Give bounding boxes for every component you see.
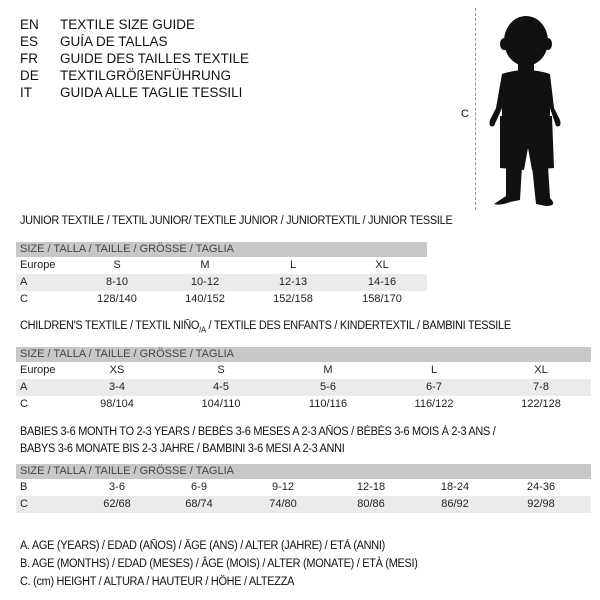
table-cell: L	[430, 364, 438, 376]
babies-section-title-line1: BABIES 3-6 MONTH TO 2-3 YEARS / BEBÉS 3-…	[20, 426, 496, 438]
table-cell: 128/140	[97, 293, 137, 305]
table-cell: 5-6	[320, 381, 336, 393]
table-cell: 104/110	[201, 398, 241, 410]
legend-item: C. (cm) HEIGHT / ALTURA / HAUTEUR / HÖHE…	[20, 576, 295, 588]
table-cell: XL	[375, 259, 389, 271]
table-cell: 10-12	[190, 276, 220, 288]
language-code: DE	[20, 68, 39, 83]
legend-item: B. AGE (MONTHS) / EDAD (MESES) / ÂGE (MO…	[20, 558, 418, 570]
table-cell: 3-6	[109, 481, 125, 493]
table-cell: 98/104	[100, 398, 134, 410]
language-row: EN TEXTILE SIZE GUIDE	[20, 16, 249, 33]
language-title: GUÍA DE TALLAS	[60, 34, 168, 49]
babies-section-title-line2: BABYS 3-6 MONATE BIS 2-3 JAHRE / BAMBINI…	[20, 443, 345, 455]
language-title: GUIDA ALLE TAGLIE TESSILI	[60, 85, 243, 100]
table-cell: 122/128	[521, 398, 561, 410]
junior-size-table: SIZE / TALLA / TAILLE / GRÖSSE / TAGLIA …	[16, 242, 427, 308]
table-row: C 98/104 104/110 110/116 116/122 122/128	[16, 396, 591, 413]
table-cell: XL	[534, 364, 548, 376]
table-cell: 6-9	[191, 481, 207, 493]
title-text: CHILDREN'S TEXTILE / TEXTIL NIÑO	[20, 320, 200, 332]
language-code: EN	[20, 17, 39, 32]
language-row: DE TEXTILGRÖßENFÜHRUNG	[20, 67, 249, 84]
language-title: TEXTILE SIZE GUIDE	[60, 17, 196, 32]
language-title: GUIDE DES TAILLES TEXTILE	[60, 51, 250, 66]
row-label: C	[20, 498, 28, 510]
table-cell: 12-18	[356, 481, 386, 493]
language-row: ES GUÍA DE TALLAS	[20, 33, 249, 50]
title-subscript: /A	[199, 325, 206, 335]
table-cell: 6-7	[426, 381, 442, 393]
row-label: A	[20, 381, 28, 393]
table-cell: L	[289, 259, 297, 271]
table-row: C 128/140 140/152 152/158 158/170	[16, 291, 427, 308]
table-cell: XS	[109, 364, 125, 376]
table-cell: M	[323, 364, 333, 376]
table-row: B 3-6 6-9 9-12 12-18 18-24 24-36	[16, 479, 591, 496]
table-row: Europe S M L XL	[16, 257, 427, 274]
table-cell: 92/98	[527, 498, 555, 510]
table-cell: 4-5	[213, 381, 229, 393]
table-cell: M	[200, 259, 210, 271]
table-header: SIZE / TALLA / TAILLE / GRÖSSE / TAGLIA	[16, 347, 591, 362]
table-cell: 18-24	[440, 481, 470, 493]
children-size-table: SIZE / TALLA / TAILLE / GRÖSSE / TAGLIA …	[16, 347, 591, 413]
row-label: B	[20, 481, 28, 493]
language-code: IT	[20, 85, 32, 100]
row-label: A	[20, 276, 28, 288]
table-cell: 62/68	[103, 498, 131, 510]
table-cell: 3-4	[109, 381, 125, 393]
table-cell: S	[113, 259, 121, 271]
title-text: / TEXTILE DES ENFANTS / KINDERTEXTIL / B…	[205, 320, 512, 332]
table-cell: S	[217, 364, 225, 376]
table-row: C 62/68 68/74 74/80 80/86 86/92 92/98	[16, 496, 591, 513]
row-label: C	[20, 293, 28, 305]
table-cell: 86/92	[441, 498, 469, 510]
height-measure-line	[475, 8, 476, 210]
table-cell: 74/80	[269, 498, 297, 510]
table-cell: 7-8	[533, 381, 549, 393]
table-cell: 9-12	[271, 481, 295, 493]
table-cell: 14-16	[367, 276, 397, 288]
row-label: Europe	[20, 259, 56, 271]
language-title: TEXTILGRÖßENFÜHRUNG	[60, 68, 232, 83]
table-cell: 158/170	[362, 293, 402, 305]
table-cell: 80/86	[357, 498, 385, 510]
table-cell: 68/74	[185, 498, 213, 510]
table-cell: 116/122	[414, 398, 454, 410]
table-cell: 140/152	[185, 293, 225, 305]
language-code: FR	[20, 51, 38, 66]
table-header: SIZE / TALLA / TAILLE / GRÖSSE / TAGLIA	[16, 464, 591, 479]
babies-size-table: SIZE / TALLA / TAILLE / GRÖSSE / TAGLIA …	[16, 464, 591, 513]
table-header: SIZE / TALLA / TAILLE / GRÖSSE / TAGLIA	[16, 242, 427, 257]
child-silhouette-icon	[489, 16, 561, 206]
children-section-title: CHILDREN'S TEXTILE / TEXTIL NIÑO/A / TEX…	[20, 320, 511, 334]
table-row: Europe XS S M L XL	[16, 362, 591, 379]
table-cell: 8-10	[105, 276, 129, 288]
legend-item: A. AGE (YEARS) / EDAD (AÑOS) / ÂGE (ANS)…	[20, 540, 386, 552]
height-measure-label: C	[461, 108, 469, 120]
table-row: A 8-10 10-12 12-13 14-16	[16, 274, 427, 291]
legend: A. AGE (YEARS) / EDAD (AÑOS) / ÂGE (ANS)…	[20, 537, 418, 591]
row-label: Europe	[20, 364, 56, 376]
table-cell: 152/158	[273, 293, 313, 305]
language-row: FR GUIDE DES TAILLES TEXTILE	[20, 50, 249, 67]
table-cell: 24-36	[526, 481, 556, 493]
language-row: IT GUIDA ALLE TAGLIE TESSILI	[20, 84, 249, 101]
junior-section-title: JUNIOR TEXTILE / TEXTIL JUNIOR/ TEXTILE …	[20, 215, 453, 227]
table-row: A 3-4 4-5 5-6 6-7 7-8	[16, 379, 591, 396]
row-label: C	[20, 398, 28, 410]
language-code: ES	[20, 34, 39, 49]
language-list: EN TEXTILE SIZE GUIDE ES GUÍA DE TALLAS FR…	[20, 16, 249, 101]
table-cell: 12-13	[278, 276, 308, 288]
table-cell: 110/116	[308, 398, 348, 410]
